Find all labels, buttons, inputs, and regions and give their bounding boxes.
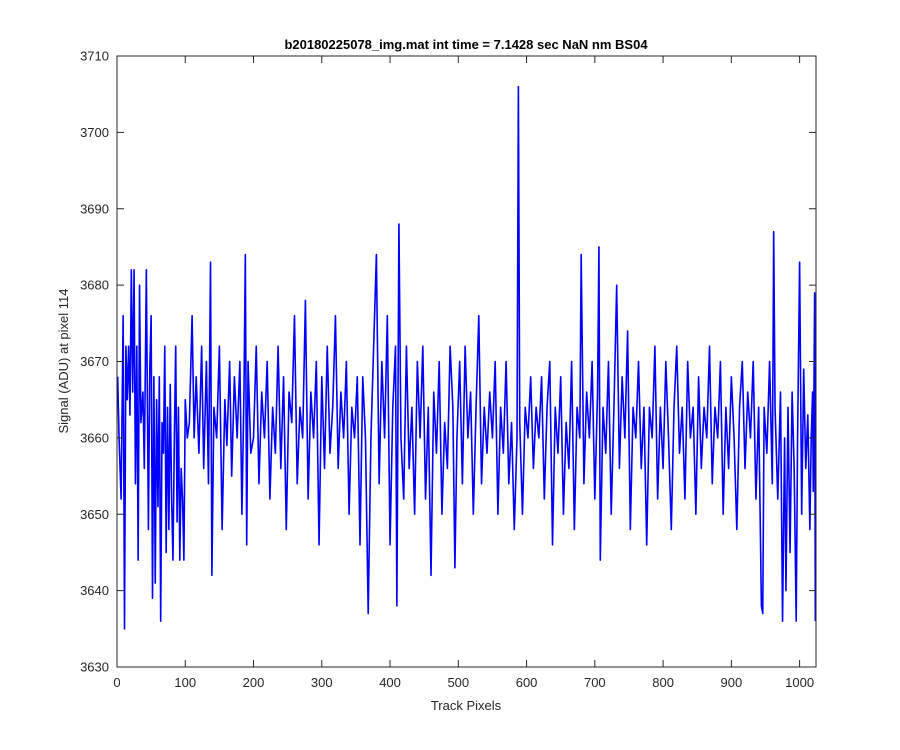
- x-tick-label: 700: [584, 675, 606, 690]
- y-tick-label: 3640: [80, 583, 109, 598]
- x-tick-label: 500: [447, 675, 469, 690]
- x-tick-label: 800: [652, 675, 674, 690]
- y-tick-label: 3700: [80, 125, 109, 140]
- x-tick-label: 400: [379, 675, 401, 690]
- y-tick-label: 3680: [80, 278, 109, 293]
- x-tick-label: 100: [174, 675, 196, 690]
- series-layer: [116, 85, 817, 630]
- y-tick-label: 3650: [80, 507, 109, 522]
- y-tick-label: 3690: [80, 201, 109, 216]
- y-tick-label: 3630: [80, 660, 109, 675]
- y-axis-label: Signal (ADU) at pixel 114: [56, 289, 71, 434]
- y-tick-label: 3670: [80, 354, 109, 369]
- x-tick-label: 200: [243, 675, 265, 690]
- x-tick-label: 600: [516, 675, 538, 690]
- y-tick-label: 3660: [80, 430, 109, 445]
- y-tick-label: 3710: [80, 49, 109, 64]
- x-axis-label: Track Pixels: [431, 698, 502, 713]
- series-line: [116, 85, 817, 630]
- x-tick-label: 0: [113, 675, 120, 690]
- x-tick-label: 1000: [785, 675, 814, 690]
- x-tick-label: 300: [311, 675, 333, 690]
- ticks-layer: 0 100 200 300 400 500 600 700 800 900 1000 3630 3640…: [80, 49, 816, 690]
- plot-area: [117, 56, 816, 667]
- chart-title: b20180225078_img.mat int time = 7.1428 s…: [284, 37, 648, 52]
- x-tick-label: 900: [721, 675, 743, 690]
